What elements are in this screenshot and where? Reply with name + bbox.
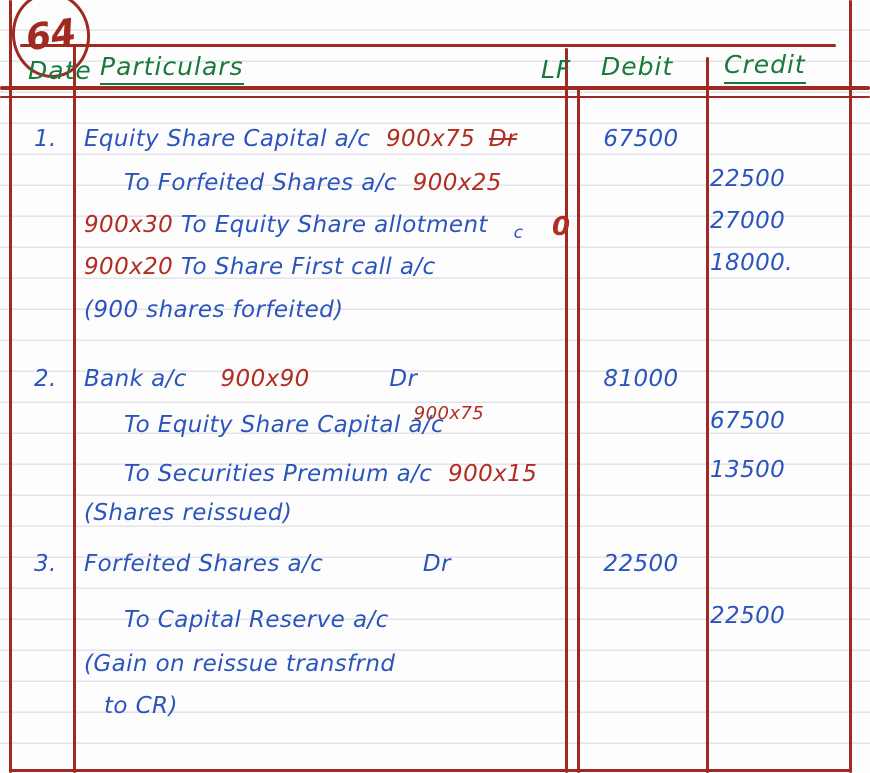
red-annotation: 900x90 — [220, 366, 310, 392]
red-annotation: 900x30 — [84, 212, 174, 238]
red-annotation: 900x25 — [412, 170, 502, 196]
account-name: To Capital Reserve a/c — [124, 607, 389, 633]
narration-text: (Shares reissued) — [84, 500, 293, 526]
account-name: To Forfeited Shares a/c — [124, 170, 397, 196]
narration-text: (900 shares forfeited) — [84, 297, 344, 323]
journal-line: 900x20 To Share First call a/c 18000. — [0, 250, 870, 296]
page-number: 64 — [23, 11, 79, 59]
table-border-left — [9, 0, 12, 773]
journal-narration: to CR) — [0, 693, 870, 735]
table-border-right — [849, 0, 852, 773]
credit-amount: 22500 — [710, 603, 786, 629]
journal-line: 2. Bank a/c 900x90 Dr 81000 — [0, 366, 870, 408]
credit-amount: 67500 — [710, 408, 786, 434]
table-border-debit-credit-separator — [706, 57, 709, 773]
account-name: Bank a/c — [84, 366, 187, 392]
column-header-date: Date — [28, 56, 92, 85]
journal-line: To Capital Reserve a/c 22500 — [0, 603, 870, 649]
particulars-cell: To Capital Reserve a/c — [124, 607, 389, 633]
journal-line: To Securities Premium a/c 900x15 13500 — [0, 457, 870, 503]
particulars-cell: Equity Share Capital a/c 900x75 Dr — [84, 126, 517, 152]
table-border-lf-col-1 — [565, 48, 568, 773]
particulars-cell: To Forfeited Shares a/c 900x25 — [124, 170, 502, 196]
table-border-header-bottom-1 — [0, 86, 870, 90]
particulars-cell: To Equity Share Capital a/c 900x75 — [124, 403, 484, 438]
column-header-lf: LF — [541, 55, 572, 84]
red-annotation: 900x75 — [413, 403, 485, 424]
lf-mark: 0 — [552, 212, 571, 242]
journal-narration: (Gain on reissue transfrnd — [0, 651, 870, 693]
column-header-credit: Credit — [724, 50, 806, 84]
debit-amount: 22500 — [603, 551, 679, 577]
journal-narration: (Shares reissued) — [0, 500, 870, 542]
date-cell: 1. — [34, 126, 57, 152]
particulars-cell: 900x30 To Equity Share allotment c — [84, 212, 523, 243]
journal-line: To Forfeited Shares a/c 900x25 22500 — [0, 166, 870, 212]
narration-text: (Gain on reissue transfrnd — [84, 651, 396, 677]
account-name: To Securities Premium a/c — [124, 461, 433, 487]
dr-label: Dr — [422, 551, 451, 577]
particulars-cell: 900x20 To Share First call a/c — [84, 254, 436, 280]
debit-amount: 67500 — [603, 126, 679, 152]
account-name: Forfeited Shares a/c — [84, 551, 324, 577]
credit-amount: 13500 — [710, 457, 786, 483]
journal-line: 900x30 To Equity Share allotment c 0 270… — [0, 208, 870, 254]
dr-label: Dr — [389, 366, 418, 392]
account-name: To Equity Share allotment — [180, 212, 488, 238]
credit-amount: 22500 — [710, 166, 786, 192]
narration-text: to CR) — [104, 693, 178, 719]
credit-amount: 18000. — [710, 250, 793, 276]
column-header-debit: Debit — [601, 52, 674, 81]
table-border-top — [20, 44, 836, 47]
journal-line: 1. Equity Share Capital a/c 900x75 Dr 67… — [0, 126, 870, 168]
journal-line: To Equity Share Capital a/c 900x75 67500 — [0, 403, 870, 454]
journal-line: 3. Forfeited Shares a/c Dr 22500 — [0, 551, 870, 593]
particulars-cell: Forfeited Shares a/c Dr — [84, 551, 451, 577]
table-border-header-bottom-2 — [0, 96, 870, 98]
credit-amount: 27000 — [710, 208, 786, 234]
red-annotation: 900x15 — [448, 461, 538, 487]
particulars-cell: To Securities Premium a/c 900x15 — [124, 461, 537, 487]
date-cell: 2. — [34, 366, 57, 392]
red-annotation: 900x20 — [84, 254, 174, 280]
table-border-date-col — [73, 45, 76, 773]
account-name: To Share First call a/c — [180, 254, 436, 280]
table-border-bottom — [9, 769, 851, 772]
ac-mark: c — [513, 223, 524, 243]
particulars-cell: Bank a/c 900x90 Dr — [84, 366, 417, 392]
date-cell: 3. — [34, 551, 57, 577]
account-name: Equity Share Capital a/c — [84, 126, 371, 152]
red-annotation: 900x75 — [386, 126, 476, 152]
journal-narration: (900 shares forfeited) — [0, 297, 870, 339]
table-border-lf-col-2 — [577, 86, 580, 773]
account-name: To Equity Share Capital a/c — [124, 412, 445, 438]
debit-amount: 81000 — [603, 366, 679, 392]
red-annotation-struck: Dr — [488, 126, 517, 152]
column-header-particulars: Particulars — [100, 52, 244, 85]
